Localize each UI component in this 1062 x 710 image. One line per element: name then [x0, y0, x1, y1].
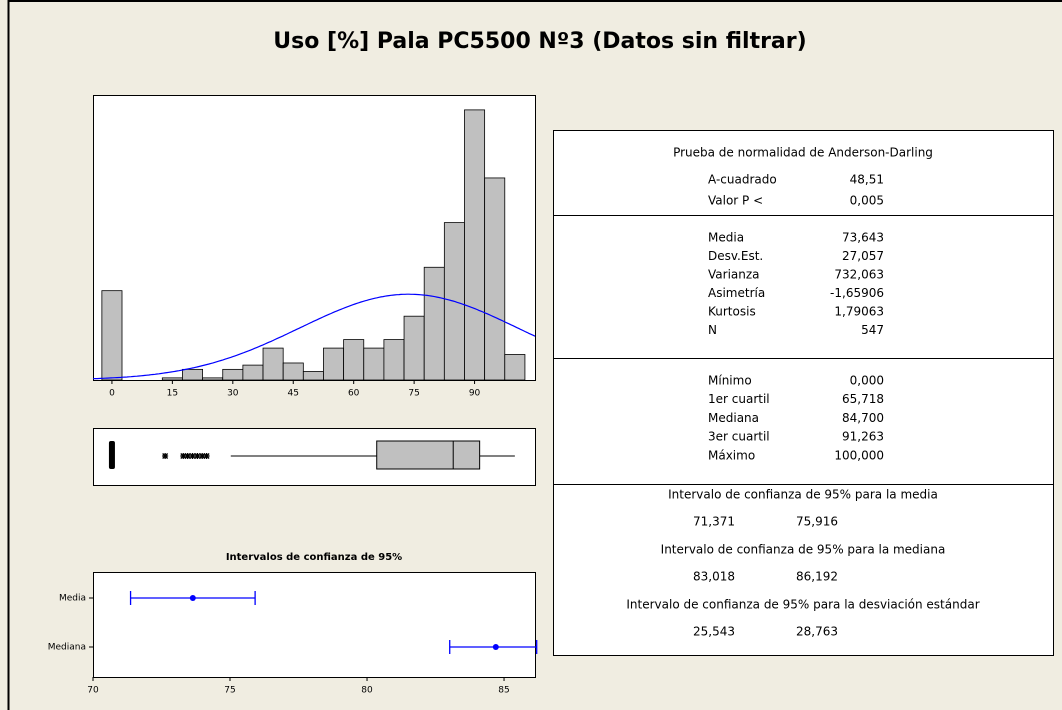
stat-label: Media — [708, 231, 744, 245]
x-tick-label: 45 — [288, 389, 299, 399]
interval-high: 28,763 — [796, 625, 838, 639]
stat-label: A-cuadrado — [708, 173, 777, 187]
x-tick-label: 15 — [167, 389, 178, 399]
stat-label: N — [708, 323, 717, 337]
interval-high: 75,916 — [796, 515, 838, 529]
point — [492, 644, 499, 650]
stat-value: 732,063 — [834, 268, 884, 282]
stat-value: 1,79063 — [834, 305, 884, 319]
bar — [363, 347, 385, 381]
x-tick-label: 0 — [109, 389, 115, 399]
bar — [242, 364, 264, 381]
bar — [504, 354, 526, 381]
bar — [343, 339, 365, 381]
interval-header: Intervalo de confianza de 95% para la me… — [661, 543, 946, 557]
outlier — [184, 453, 191, 459]
stat-value: 0,000 — [850, 374, 884, 388]
outlier — [189, 453, 196, 459]
x-tick-label: 85 — [498, 686, 509, 696]
bar — [484, 177, 506, 381]
box — [376, 440, 481, 470]
stat-label: Varianza — [708, 268, 760, 282]
x-tick-label: 60 — [348, 389, 360, 399]
stat-value: 73,643 — [842, 231, 884, 245]
stats-table — [553, 130, 1054, 656]
bar — [423, 266, 445, 381]
interval-low: 25,543 — [693, 625, 735, 639]
bar — [302, 371, 324, 381]
bar — [383, 339, 405, 381]
outlier — [108, 441, 115, 469]
bar — [282, 362, 304, 381]
outlier — [180, 453, 187, 459]
title: Uso [%] Pala PC5500 Nº3 (Datos sin filtr… — [273, 29, 806, 54]
stat-value: 65,718 — [842, 392, 884, 406]
x-tick-label: 30 — [227, 389, 239, 399]
normal-curve — [92, 293, 536, 380]
stat-label: Valor P < — [708, 194, 763, 208]
stat-value: 100,000 — [834, 448, 884, 462]
interval-high: 86,192 — [796, 570, 838, 584]
bar — [262, 347, 284, 381]
bar — [182, 368, 203, 381]
bar — [323, 347, 345, 381]
stat-value: 27,057 — [842, 249, 884, 263]
interval-low: 71,371 — [693, 515, 735, 529]
interval-title: Intervalos de confianza de 95% — [226, 552, 402, 563]
stat-label: 3er cuartil — [708, 430, 770, 444]
stat-label: Desv.Est. — [708, 249, 763, 263]
stat-label: Asimetría — [708, 286, 765, 300]
stat-label: 1er cuartil — [708, 392, 770, 406]
outlier — [194, 453, 201, 459]
stat-value: 547 — [861, 323, 884, 337]
bar — [202, 377, 224, 381]
bar — [222, 368, 244, 381]
interval-low: 83,018 — [693, 570, 735, 584]
y-label: Mediana — [48, 643, 86, 653]
x-tick-label: 75 — [224, 686, 235, 696]
x-tick-label: 80 — [361, 686, 373, 696]
outlier — [162, 453, 169, 459]
stat-label: Mínimo — [708, 374, 752, 388]
outlier — [203, 453, 210, 459]
stat-label: Mediana — [708, 411, 759, 425]
stat-value: 0,005 — [850, 194, 884, 208]
bar — [403, 315, 425, 381]
x-tick-label: 70 — [87, 686, 99, 696]
stat-label: Kurtosis — [708, 305, 756, 319]
stat-value: 48,51 — [850, 173, 884, 187]
bar — [161, 377, 183, 381]
interval-panel — [93, 572, 536, 678]
bar — [464, 109, 486, 381]
x-tick-label: 75 — [408, 389, 419, 399]
bar — [101, 290, 123, 381]
outlier — [199, 453, 206, 459]
y-label: Media — [59, 594, 86, 604]
stat-value: 84,700 — [842, 411, 884, 425]
stat-value: -1,65906 — [830, 286, 884, 300]
table-header: Prueba de normalidad de Anderson-Darling — [673, 146, 933, 160]
stat-label: Máximo — [708, 448, 755, 462]
x-tick-label: 90 — [469, 389, 481, 399]
stat-value: 91,263 — [842, 430, 884, 444]
interval-header: Intervalo de confianza de 95% para la de… — [626, 598, 979, 612]
interval-header: Intervalo de confianza de 95% para la me… — [668, 488, 938, 502]
point — [189, 595, 196, 601]
